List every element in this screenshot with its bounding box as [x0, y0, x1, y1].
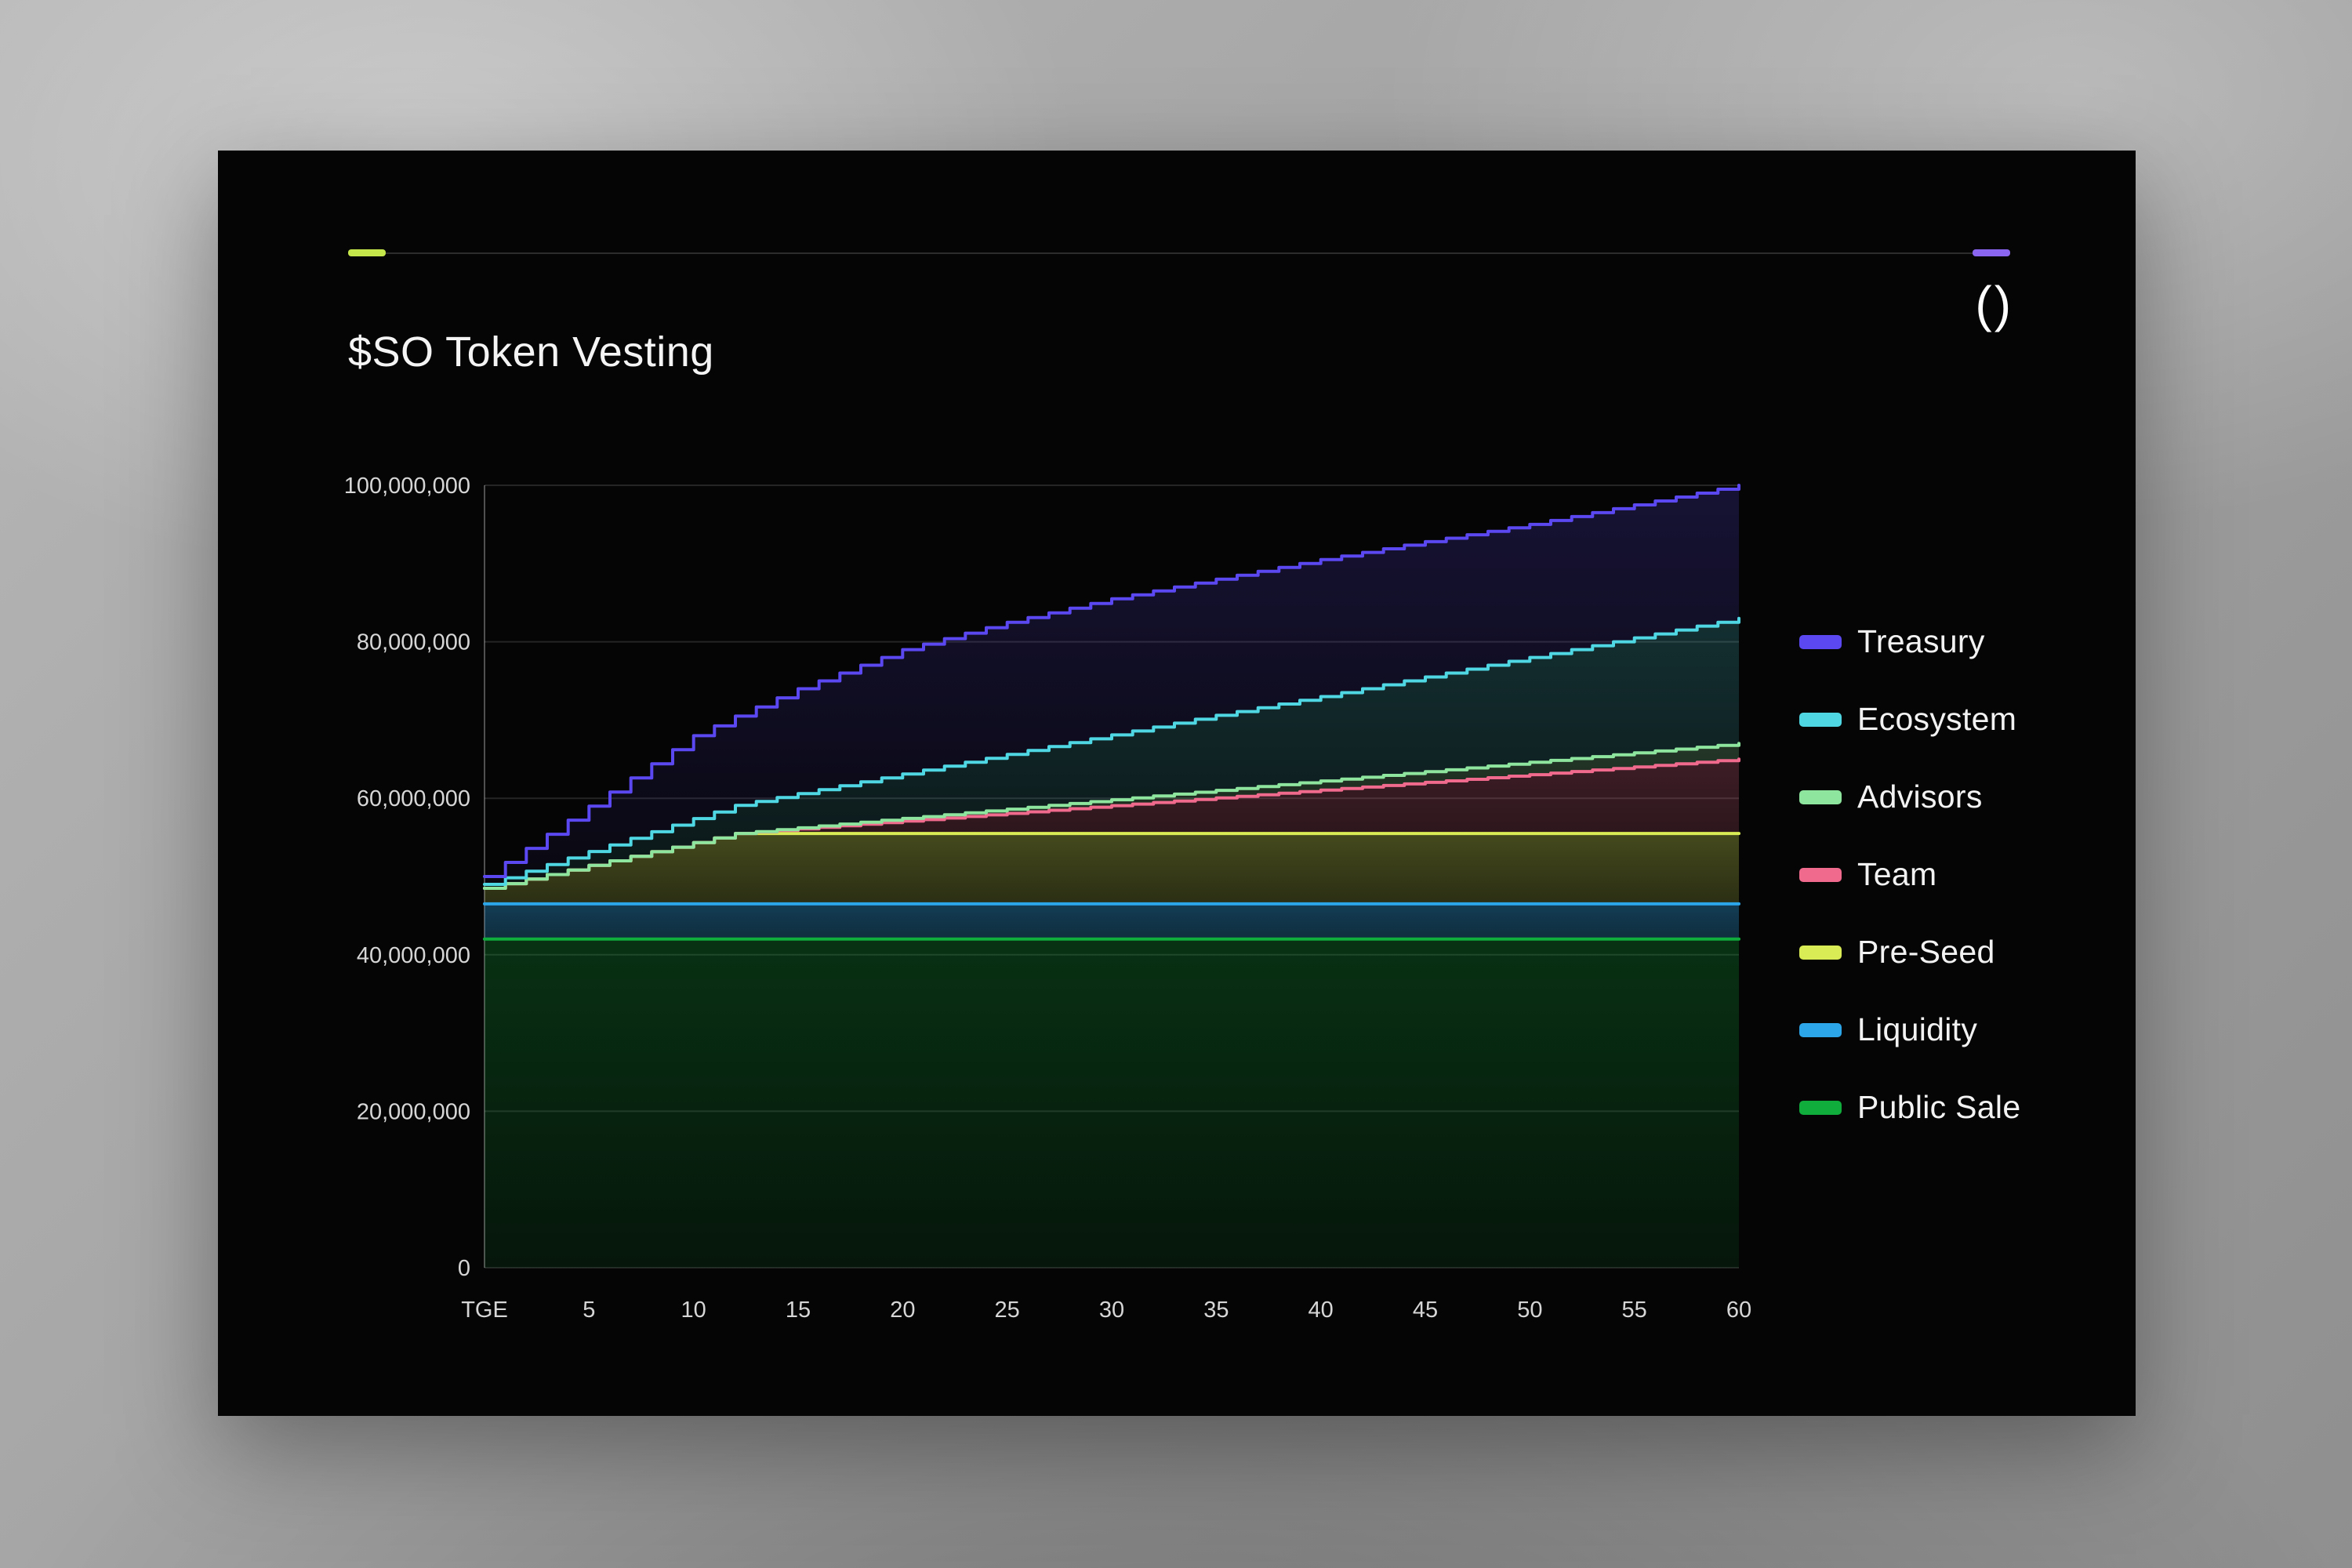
legend-swatch-icon: [1799, 1022, 1842, 1037]
x-axis-tick-label: 25: [995, 1298, 1020, 1323]
x-axis-tick-label: 45: [1413, 1298, 1438, 1323]
header-rule-left-accent: [348, 249, 386, 256]
x-axis-tick-label: 55: [1622, 1298, 1647, 1323]
legend-item-team[interactable]: Team: [1799, 836, 2097, 913]
legend-label: Treasury: [1857, 623, 1985, 659]
header-rule: [348, 252, 2010, 254]
series-area-advisors: [485, 743, 1739, 888]
parentheses-logo-icon: (): [1975, 276, 2013, 332]
vesting-stacked-area-chart[interactable]: 0 20,000,000 40,000,000 60,000,000 80,000,00…: [218, 151, 2136, 1416]
legend-swatch-icon: [1799, 945, 1842, 960]
legend-swatch-icon: [1799, 1100, 1842, 1115]
legend-label: Advisors: [1857, 779, 1983, 815]
legend-swatch-icon: [1799, 712, 1842, 727]
series-area-liquidity: [485, 903, 1739, 939]
header-rule-right-accent: [1973, 249, 2010, 256]
legend-label: Ecosystem: [1857, 701, 2017, 737]
page-title: $SO Token Vesting: [348, 328, 714, 376]
series-area-treasury: [485, 485, 1739, 884]
legend-item-advisors[interactable]: Advisors: [1799, 758, 2097, 836]
x-axis-tick-label: TGE: [461, 1298, 508, 1323]
legend-swatch-icon: [1799, 789, 1842, 804]
legend-swatch-icon: [1799, 634, 1842, 649]
x-axis-tick-label: 40: [1308, 1298, 1334, 1323]
legend-label: Liquidity: [1857, 1011, 1978, 1047]
legend-label: Pre-Seed: [1857, 934, 1995, 970]
x-axis-tick-label: 5: [583, 1298, 595, 1323]
legend-item-liquidity[interactable]: Liquidity: [1799, 991, 2097, 1069]
series-line-ecosystem: [483, 616, 1740, 886]
x-axis-tick-label: 15: [786, 1298, 811, 1323]
legend-label: Public Sale: [1857, 1089, 2021, 1125]
x-axis-tick-label: 30: [1099, 1298, 1124, 1323]
series-area-pre-seed: [485, 833, 1739, 904]
series-area-team: [485, 759, 1739, 888]
series-area-ecosystem: [485, 618, 1739, 888]
legend-label: Team: [1857, 856, 1937, 892]
vesting-card: $SO Token Vesting () 0 20,000,000 40,000,0…: [218, 151, 2136, 1416]
legend-item-ecosystem[interactable]: Ecosystem: [1799, 681, 2097, 758]
legend-item-public-sale[interactable]: Public Sale: [1799, 1069, 2097, 1146]
y-axis-tick-label: 40,000,000: [357, 943, 470, 968]
y-axis-tick-label: 20,000,000: [357, 1099, 470, 1124]
y-axis-tick-label: 100,000,000: [344, 474, 470, 499]
legend-item-pre-seed[interactable]: Pre-Seed: [1799, 913, 2097, 991]
series-area-public-sale: [485, 938, 1739, 1268]
series-line-treasury: [483, 484, 1740, 878]
y-axis-tick-label: 0: [458, 1256, 470, 1281]
x-axis-tick-label: 35: [1203, 1298, 1229, 1323]
y-axis-tick-label: 80,000,000: [357, 630, 470, 655]
series-line-advisors: [483, 742, 1740, 890]
x-axis-tick-label: 10: [681, 1298, 706, 1323]
legend-swatch-icon: [1799, 867, 1842, 882]
x-axis-tick-label: 60: [1726, 1298, 1751, 1323]
chart-legend: Treasury Ecosystem Advisors Team Pre-Seed Liq…: [1799, 603, 2097, 1146]
x-axis-tick-label: 20: [890, 1298, 915, 1323]
legend-item-treasury[interactable]: Treasury: [1799, 603, 2097, 681]
x-axis-tick-label: 50: [1517, 1298, 1542, 1323]
y-axis-tick-label: 60,000,000: [357, 786, 470, 811]
